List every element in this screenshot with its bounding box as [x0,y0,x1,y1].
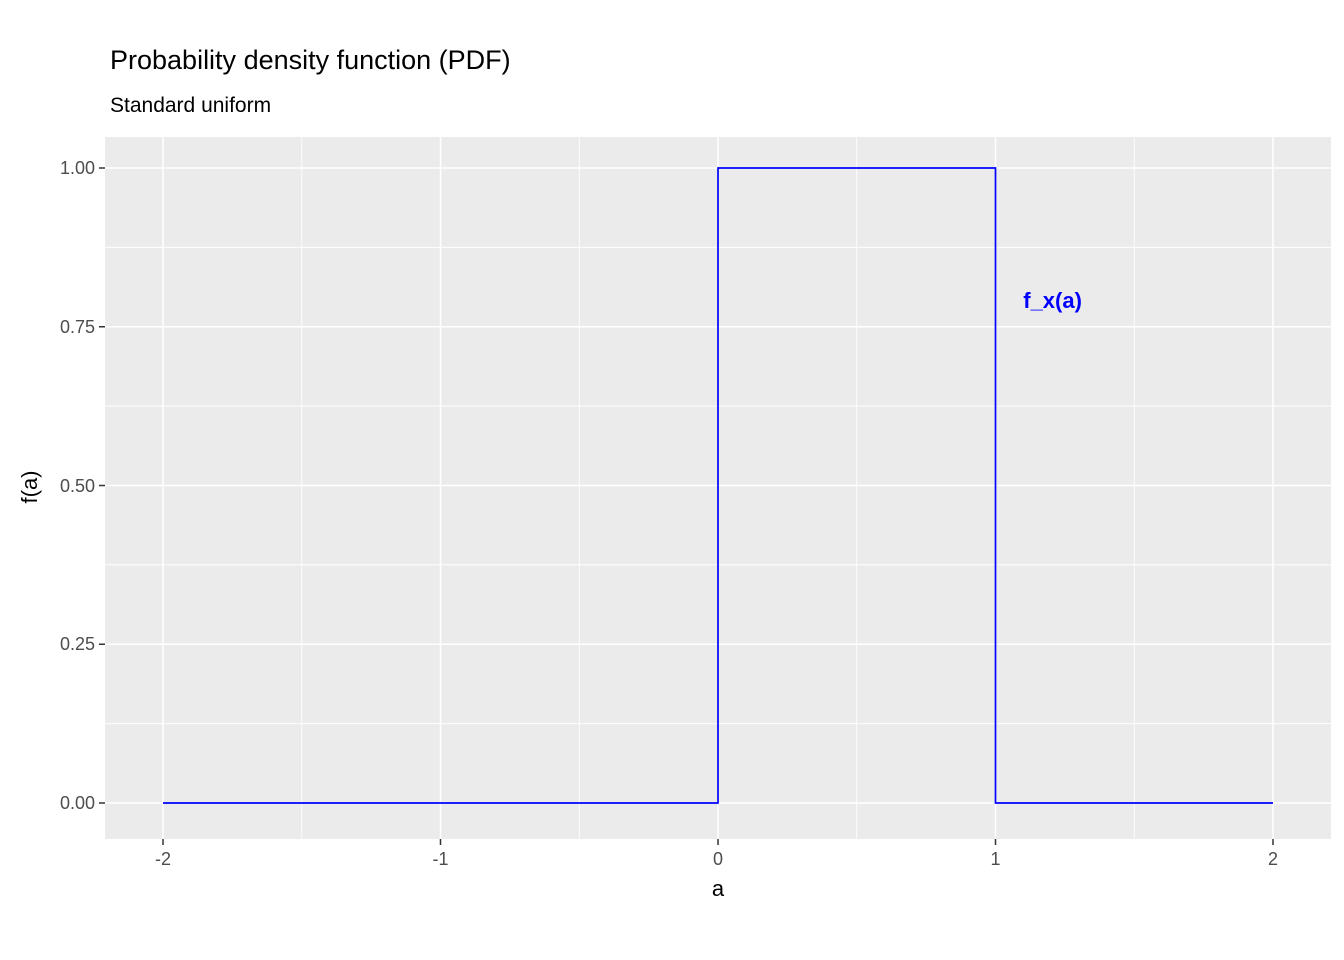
y-tick-label: 0.00 [59,793,95,813]
y-tick-label: 0.75 [59,316,95,337]
x-tick-label: 0 [712,849,723,869]
y-tick-label: 1.00 [59,158,95,178]
x-tick-label: -1 [432,849,449,869]
chart-subtitle: Standard uniform [110,94,272,117]
y-tick-label: 0.50 [59,475,95,496]
y-axis-title: f(a) [17,470,42,504]
x-tick-label: 1 [990,849,1001,869]
y-tick-label: 0.25 [59,634,95,655]
pdf-step-line [163,167,1273,804]
chart-title: Probability density function (PDF) [110,45,511,75]
series-annotation: f_x(a) [1023,288,1082,314]
x-tick-label: 2 [1267,849,1278,869]
x-tick-label: -2 [154,849,171,869]
x-axis-title: a [711,876,725,901]
